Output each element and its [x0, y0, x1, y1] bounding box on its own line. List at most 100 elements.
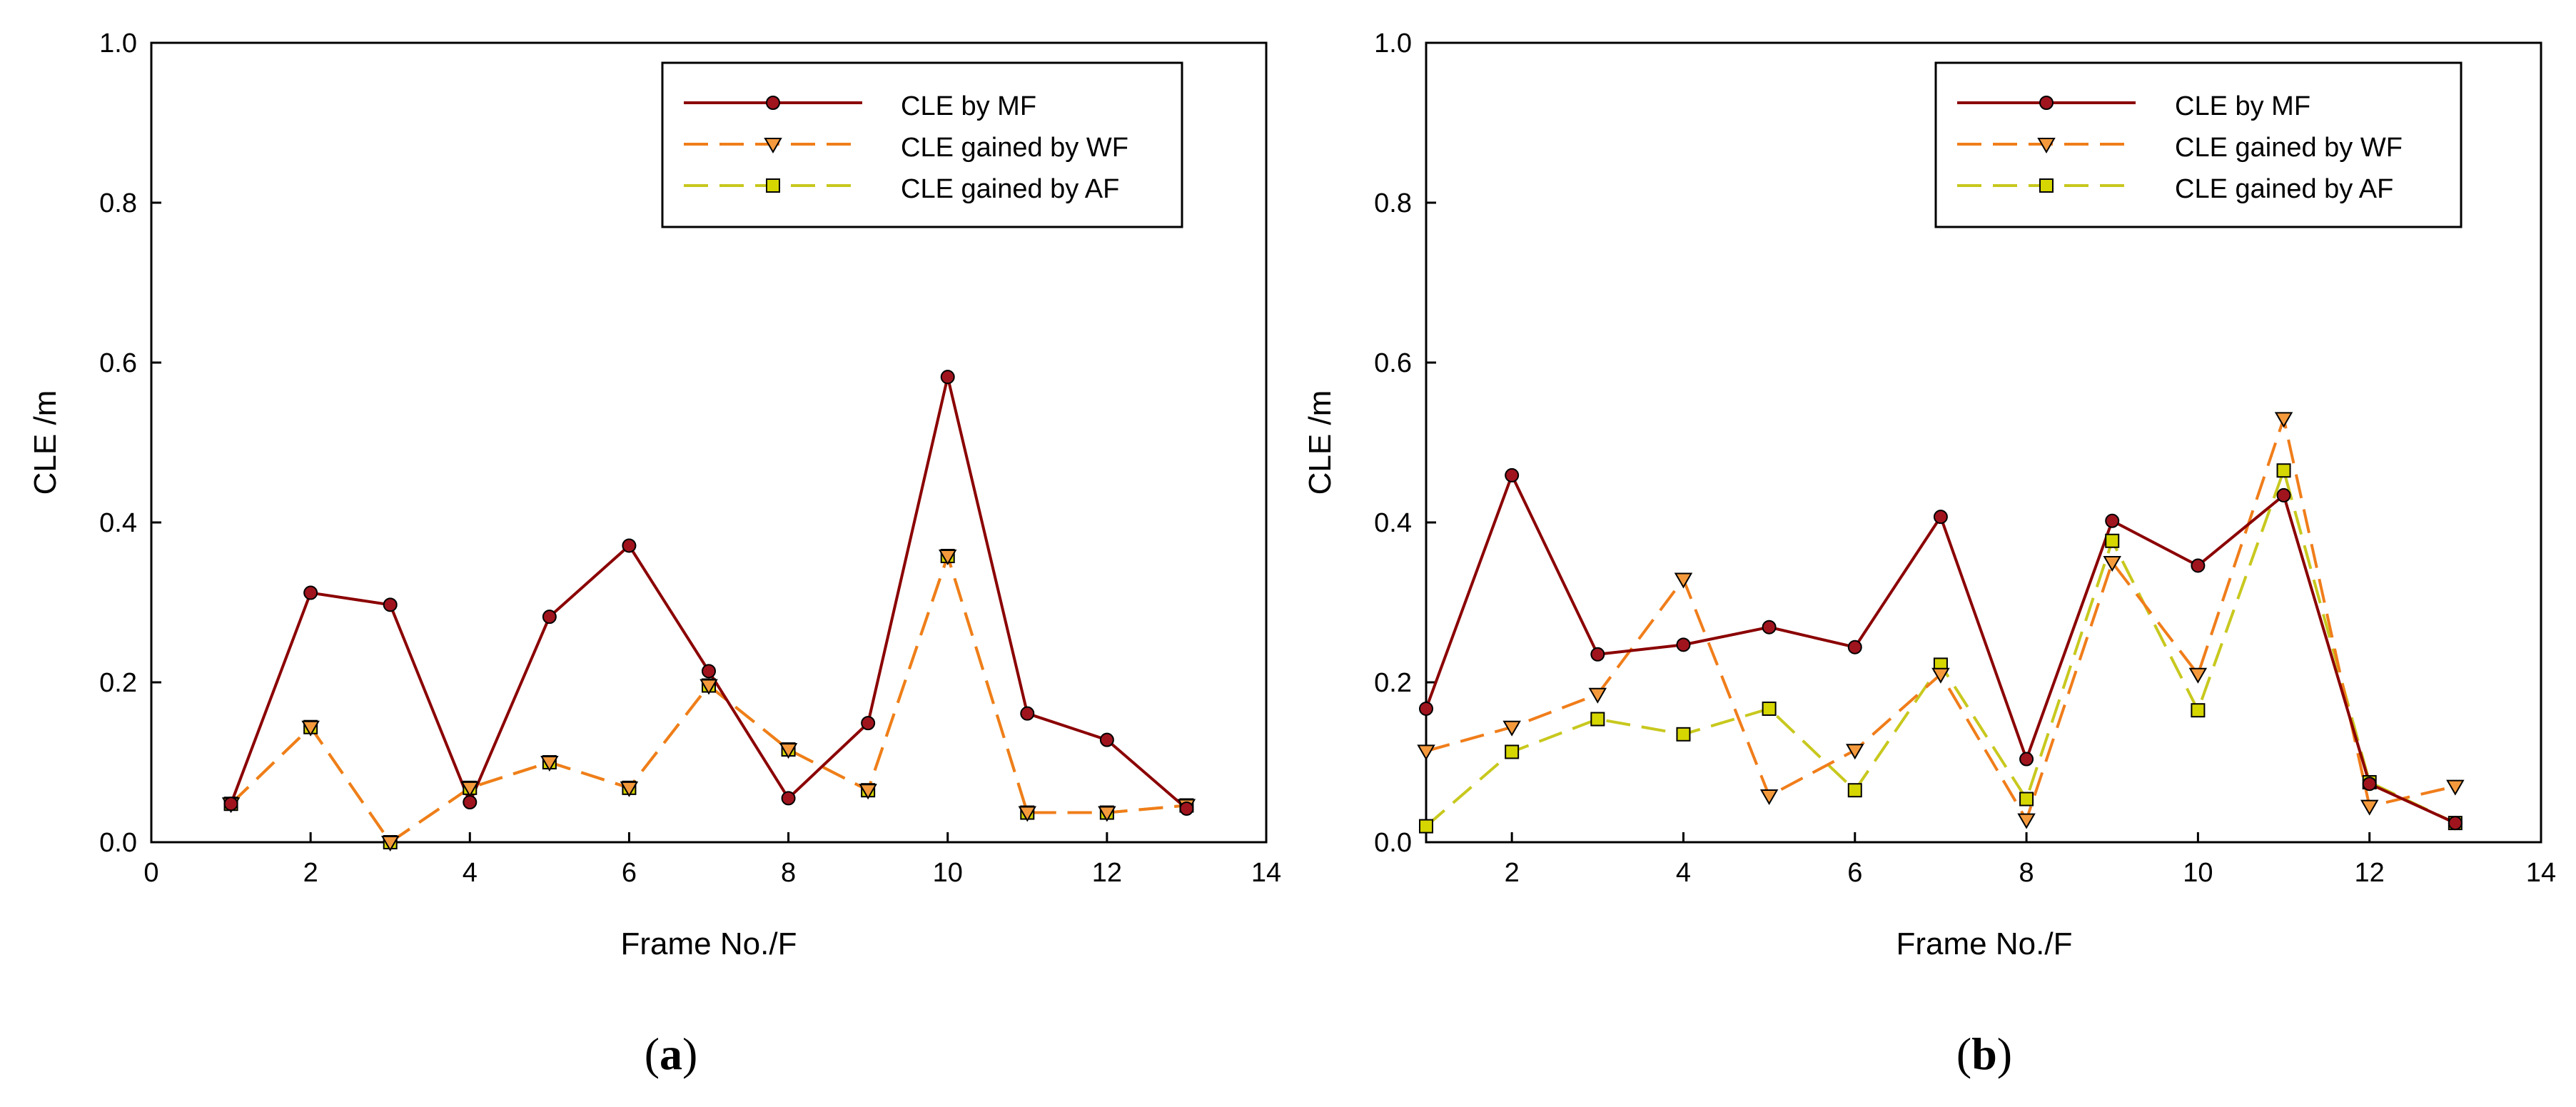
series-layer — [1417, 412, 2465, 834]
data-point-wf — [1098, 806, 1116, 822]
data-point-wf — [620, 781, 639, 797]
legend-label-wf: CLE gained by WF — [901, 133, 1128, 163]
legend: CLE by MF CLE gained by WF CLE gained by… — [661, 61, 1183, 228]
data-point-af — [2019, 792, 2034, 807]
x-tick-label: 2 — [1505, 858, 1520, 888]
data-point-mf — [2276, 487, 2291, 502]
data-point-mf — [2105, 513, 2120, 528]
series-line-af — [230, 555, 1187, 844]
y-axis-ticks: 0.0 0.2 0.4 0.6 0.8 1.0 — [99, 29, 161, 858]
series-line-mf — [229, 375, 1188, 810]
data-point-wf — [1588, 687, 1607, 704]
x-tick-label: 6 — [1847, 858, 1862, 888]
x-tick-label: 12 — [1092, 858, 1122, 888]
series-line-wf — [230, 555, 1187, 844]
data-point-wf — [938, 550, 957, 566]
data-point-wf — [540, 756, 559, 772]
legend-box — [661, 61, 1183, 228]
plot-frame — [150, 41, 1268, 844]
data-point-mf — [383, 597, 398, 612]
x-axis-ticks: 0 2 4 6 8 10 12 14 — [143, 832, 1281, 888]
panel-label-a: (a) — [645, 1028, 698, 1079]
data-point-wf — [2017, 813, 2036, 829]
panel-label-b: (b) — [1956, 1028, 2012, 1079]
data-point-mf — [542, 610, 557, 625]
data-point-wf — [380, 836, 400, 851]
x-tick-label: 6 — [622, 858, 637, 888]
data-point-wf — [1931, 667, 1950, 684]
legend-marker-mf — [2039, 96, 2054, 110]
y-tick-label: 0.6 — [99, 348, 137, 378]
legend-marker-af — [2039, 178, 2054, 193]
legend-label-wf: CLE gained by WF — [2175, 133, 2403, 163]
legend-marker-wf — [2037, 138, 2056, 153]
x-tick-label: 4 — [463, 858, 478, 888]
legend-label-af: CLE gained by AF — [2175, 174, 2393, 204]
data-point-wf — [1759, 789, 1779, 806]
data-point-wf — [2274, 412, 2293, 428]
data-point-af — [2276, 463, 2291, 478]
data-point-wf — [1674, 572, 1693, 589]
data-point-mf — [940, 370, 955, 385]
y-tick-label: 0.2 — [1374, 668, 1412, 698]
data-point-mf — [861, 716, 876, 731]
data-point-mf — [303, 585, 318, 600]
data-point-mf — [2019, 752, 2034, 767]
x-tick-label: 14 — [2526, 858, 2556, 888]
data-point-mf — [2362, 777, 2377, 792]
data-point-wf — [2103, 556, 2121, 572]
y-axis-title: CLE /m — [1303, 390, 1338, 495]
data-point-mf — [1847, 640, 1862, 654]
data-point-wf — [779, 743, 798, 759]
legend-marker-af — [766, 178, 780, 193]
data-point-wf — [301, 720, 320, 737]
data-point-mf — [1762, 620, 1777, 635]
data-point-af — [2191, 703, 2206, 718]
x-tick-label: 14 — [1251, 858, 1281, 888]
data-point-wf — [699, 679, 718, 695]
data-point-mf — [1590, 647, 1605, 662]
data-point-wf — [2360, 799, 2379, 816]
data-point-wf — [1417, 744, 1435, 761]
legend-box — [1934, 61, 2463, 228]
y-tick-label: 0.0 — [99, 828, 137, 858]
legend-label-mf: CLE by MF — [901, 91, 1036, 121]
data-point-mf — [223, 797, 238, 812]
data-point-wf — [1018, 806, 1037, 822]
y-tick-label: 1.0 — [99, 29, 137, 59]
data-point-af — [1419, 819, 1433, 834]
x-tick-label: 10 — [2183, 858, 2213, 888]
data-point-af — [2105, 533, 2120, 548]
data-point-wf — [2446, 779, 2465, 796]
x-tick-label: 10 — [933, 858, 963, 888]
y-tick-label: 0.6 — [1374, 348, 1412, 378]
data-point-wf — [2188, 667, 2208, 684]
x-tick-label: 2 — [303, 858, 318, 888]
data-point-mf — [463, 795, 478, 809]
x-axis-ticks: 2 4 6 8 10 12 14 — [1505, 832, 2556, 888]
data-point-af — [1505, 744, 1520, 759]
y-axis-title: CLE /m — [28, 390, 63, 495]
data-point-mf — [622, 538, 637, 553]
x-axis-title: Frame No./F — [621, 926, 797, 961]
data-point-af — [1590, 712, 1605, 727]
y-tick-label: 0.4 — [1374, 508, 1412, 538]
x-tick-label: 8 — [2019, 858, 2034, 888]
data-point-mf — [1020, 706, 1035, 721]
x-axis-title: Frame No./F — [1896, 926, 2073, 961]
y-tick-label: 0.4 — [99, 508, 137, 538]
data-point-mf — [1676, 637, 1691, 652]
legend-swatches — [1957, 96, 2136, 193]
series-line-mf — [1425, 473, 2456, 824]
legend-marker-wf — [764, 138, 782, 153]
x-tick-label: 0 — [143, 858, 158, 888]
legend-swatches — [684, 96, 862, 193]
data-point-wf — [1846, 744, 1864, 760]
y-tick-label: 0.8 — [99, 188, 137, 218]
plot-frame — [1425, 41, 2542, 844]
legend-label-mf: CLE by MF — [2175, 91, 2310, 121]
data-point-mf — [1099, 732, 1114, 747]
data-point-af — [1762, 701, 1777, 716]
data-point-mf — [702, 664, 716, 679]
